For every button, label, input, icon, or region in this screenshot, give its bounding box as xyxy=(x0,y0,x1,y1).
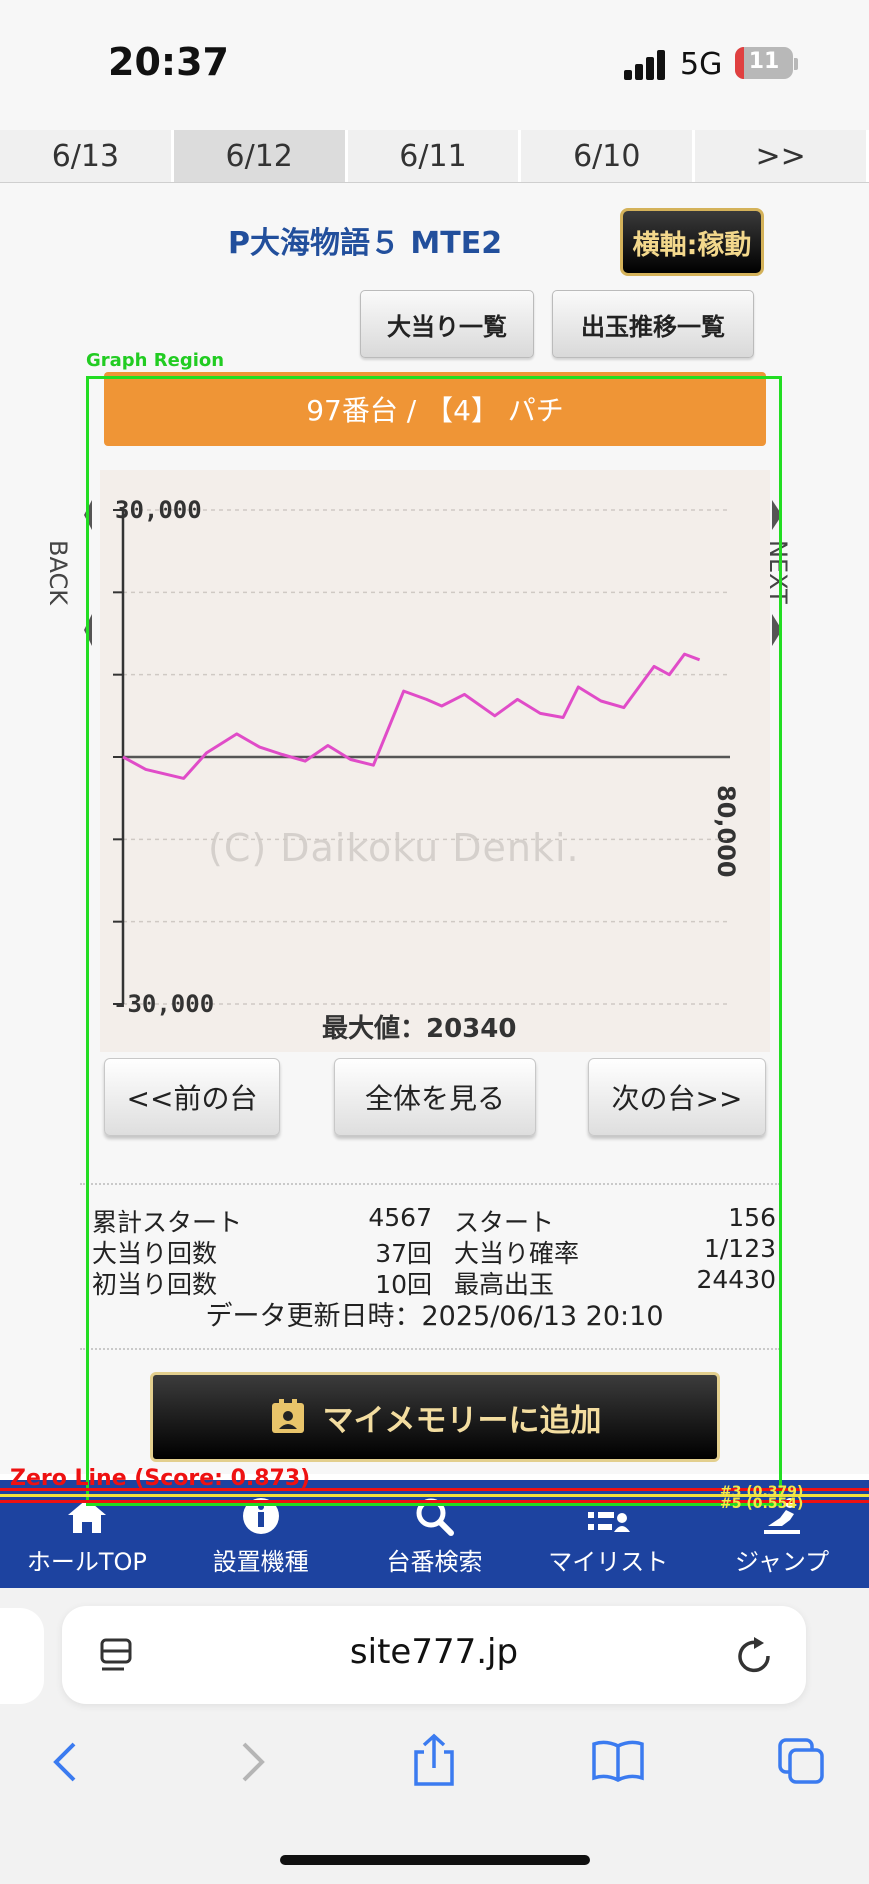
tab-more[interactable]: >> xyxy=(695,130,869,182)
page-menu-icon[interactable] xyxy=(98,1636,138,1676)
graph-region-label: Graph Region xyxy=(86,350,225,371)
status-time: 20:37 xyxy=(108,40,229,84)
axis-toggle-button[interactable]: 横軸:稼動 xyxy=(620,208,764,276)
back-nav-icon[interactable] xyxy=(48,1740,82,1784)
start-value: 156 xyxy=(728,1203,776,1232)
tab-date-0[interactable]: 6/13 xyxy=(0,130,174,182)
reload-icon[interactable] xyxy=(736,1634,776,1678)
home-indicator xyxy=(280,1855,590,1865)
prev-machine-button[interactable]: <<前の台 xyxy=(104,1058,280,1136)
total-start-label: 累計スタート xyxy=(92,1208,243,1237)
add-to-memory-button[interactable]: マイメモリーに追加 xyxy=(150,1372,720,1462)
machine-title: P大海物語５ MTE2 xyxy=(228,226,503,261)
watermark: (C) Daikoku Denki. xyxy=(208,826,580,870)
forward-nav-icon[interactable] xyxy=(236,1740,270,1784)
address-bar[interactable] xyxy=(62,1606,806,1704)
unit-banner: 97番台 / 【4】 パチ xyxy=(104,372,766,446)
zero-line-marker-3 xyxy=(0,1500,869,1503)
jackpot-list-button[interactable]: 大当り一覧 xyxy=(360,290,534,358)
bookmarks-icon[interactable] xyxy=(590,1738,646,1782)
tab-date-3[interactable]: 6/10 xyxy=(521,130,696,182)
jackpot-count-label: 大当り回数 xyxy=(92,1239,218,1268)
tab-date-2[interactable]: 6/11 xyxy=(347,130,522,182)
start-label: スタート xyxy=(454,1208,555,1237)
battery-cap xyxy=(794,58,798,70)
url-text[interactable]: site777.jp xyxy=(349,1632,519,1672)
add-to-memory-label: マイメモリーに追加 xyxy=(322,1402,602,1439)
nav-hall-top-label: ホールTOP xyxy=(26,1548,147,1576)
status-bar xyxy=(0,0,869,130)
bottom-nav: ホールTOP 設置機種 台番検索 マイリスト ジャンプ xyxy=(0,1480,869,1588)
jackpot-prob-value: 1/123 xyxy=(703,1234,776,1263)
payout-list-button[interactable]: 出玉推移一覧 xyxy=(552,290,754,358)
back-label[interactable]: BACK xyxy=(44,540,72,605)
battery-level: 11 xyxy=(748,49,780,74)
max-payout-value: 24430 xyxy=(696,1265,776,1294)
nav-unit-search[interactable]: 台番検索 xyxy=(348,1480,522,1588)
date-tabs: 6/13 6/12 6/11 6/10 >> xyxy=(0,130,869,183)
first-hit-label: 初当り回数 xyxy=(92,1270,218,1299)
zero-line-marker-2 xyxy=(0,1494,869,1497)
nav-my-list-label: マイリスト xyxy=(548,1548,669,1576)
nav-jump-label: ジャンプ xyxy=(735,1548,830,1576)
view-all-button[interactable]: 全体を見る xyxy=(334,1058,536,1136)
zero-line-label: Zero Line (Score: 0.873) xyxy=(10,1466,311,1491)
previous-tab-preview[interactable] xyxy=(0,1608,44,1704)
nav-installed-models-label: 設置機種 xyxy=(212,1548,309,1576)
divider-2 xyxy=(80,1348,780,1350)
home-icon xyxy=(67,1499,106,1533)
tabs-icon[interactable] xyxy=(776,1736,828,1786)
max-payout-label: 最高出玉 xyxy=(454,1270,555,1299)
first-hit-value: 10回 xyxy=(375,1270,432,1299)
next-machine-button[interactable]: 次の台>> xyxy=(588,1058,766,1136)
share-icon[interactable] xyxy=(410,1732,458,1788)
jackpot-count-value: 37回 xyxy=(375,1239,432,1268)
total-start-value: 4567 xyxy=(368,1203,432,1232)
graph-region-box xyxy=(86,376,782,1506)
signal-icon xyxy=(624,50,668,80)
battery-icon: 11 xyxy=(735,47,793,79)
nav-separator xyxy=(0,1474,869,1480)
jackpot-prob-label: 大当り確率 xyxy=(454,1239,580,1268)
nav-hall-top[interactable]: ホールTOP xyxy=(0,1480,174,1588)
score-label-b: #5 (0.554) xyxy=(720,1496,804,1512)
divider xyxy=(80,1183,780,1185)
nav-my-list[interactable]: マイリスト xyxy=(521,1480,695,1588)
memory-icon xyxy=(271,1399,304,1433)
zero-line-marker xyxy=(0,1488,869,1491)
max-value-label: 最大値：20340 xyxy=(322,1014,517,1044)
network-label: 5G xyxy=(680,47,723,82)
nav-installed-models[interactable]: 設置機種 xyxy=(174,1480,348,1588)
score-label-a: #3 (0.379) xyxy=(720,1484,804,1500)
nav-unit-search-label: 台番検索 xyxy=(386,1548,483,1576)
updated-timestamp: データ更新日時：2025/06/13 20:10 xyxy=(205,1301,664,1332)
tab-date-1[interactable]: 6/12 xyxy=(173,130,348,182)
